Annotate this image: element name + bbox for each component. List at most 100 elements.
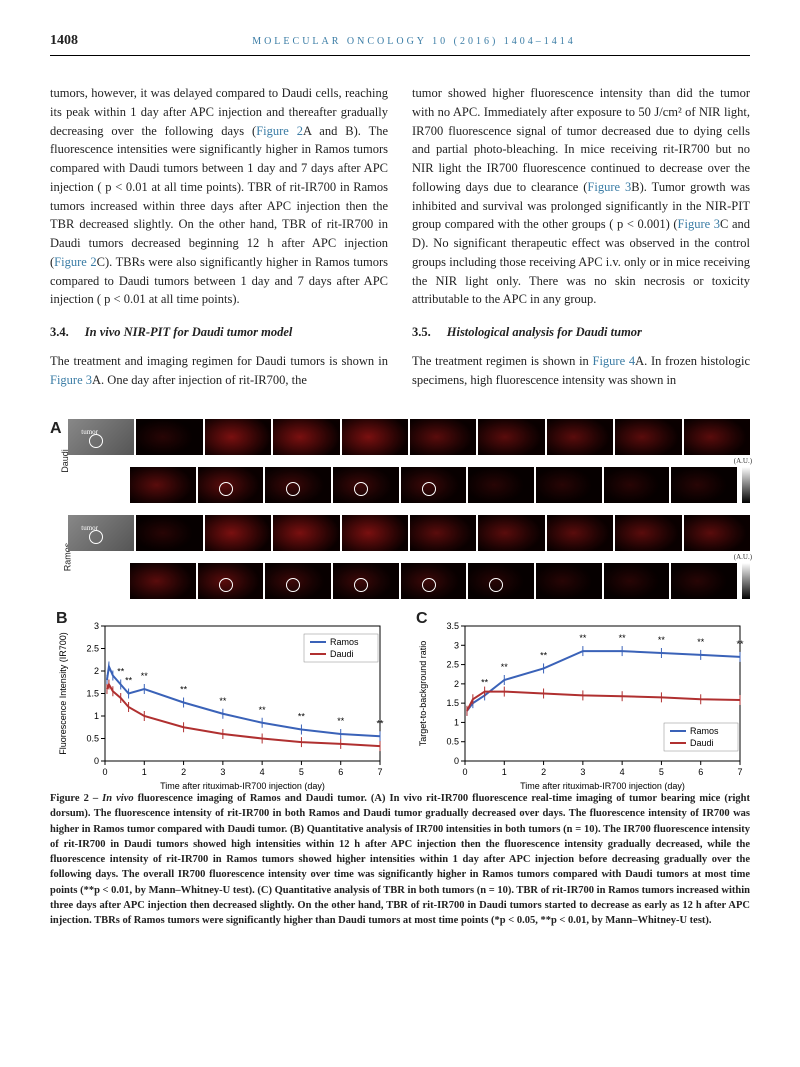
svg-text:0: 0 <box>102 767 107 777</box>
chart-c: C 00.511.522.533.501234567**************… <box>410 611 750 791</box>
left-column: tumors, however, it was delayed compared… <box>50 84 388 401</box>
fluorescence-tile: 6day <box>604 467 670 503</box>
svg-text:1: 1 <box>454 718 459 728</box>
fluorescence-tile: 6hr <box>684 515 750 551</box>
svg-text:Target-to-background ratio: Target-to-background ratio <box>418 641 428 747</box>
svg-text:**: ** <box>141 671 149 681</box>
svg-text:0: 0 <box>454 756 459 766</box>
fluorescence-tile: 5hr <box>615 515 681 551</box>
svg-text:**: ** <box>579 633 587 643</box>
fluorescence-tile: 4hr <box>547 515 613 551</box>
fluorescence-tile: 12hr <box>198 467 264 503</box>
fluorescence-tile: 1hr <box>342 515 408 551</box>
fluorescence-tile: 5day <box>536 563 602 599</box>
para-4: The treatment regimen is shown in Figure… <box>412 352 750 390</box>
fluorescence-tile: 6hr <box>684 419 750 455</box>
fig2a-link[interactable]: Figure 2 <box>256 124 303 138</box>
fluorescence-tile: Immediately after i.v. <box>205 419 271 455</box>
svg-text:0: 0 <box>94 756 99 766</box>
svg-text:3: 3 <box>220 767 225 777</box>
svg-text:**: ** <box>736 639 744 649</box>
text-columns: tumors, however, it was delayed compared… <box>50 84 750 401</box>
svg-text:2: 2 <box>94 666 99 676</box>
fluorescence-tile: 1day <box>265 563 331 599</box>
svg-text:4: 4 <box>260 767 265 777</box>
fluorescence-tile: 2hr <box>410 419 476 455</box>
fluorescence-tile: 9hr <box>130 563 196 599</box>
fluorescence-tile: before i.v. <box>136 419 202 455</box>
chart-b-svg: 00.511.522.5301234567******************T… <box>50 611 390 791</box>
fluorescence-tile: 3day <box>401 467 467 503</box>
svg-text:1: 1 <box>142 767 147 777</box>
svg-text:1.5: 1.5 <box>86 689 99 699</box>
section-3-4-heading: 3.4.In vivo NIR-PIT for Daudi tumor mode… <box>50 323 388 342</box>
figure-caption: Figure 2 – In vivo fluorescence imaging … <box>50 791 750 928</box>
svg-text:**: ** <box>619 633 627 643</box>
fig2c-link[interactable]: Figure 2 <box>54 255 96 269</box>
fluorescence-tile: 1day <box>265 467 331 503</box>
svg-text:0.5: 0.5 <box>446 737 459 747</box>
chart-c-svg: 00.511.522.533.501234567****************… <box>410 611 750 791</box>
strip-row: white image magnifiedtumorbefore i.v.Imm… <box>68 419 750 455</box>
svg-text:2.5: 2.5 <box>446 660 459 670</box>
fluorescence-tile: 5hr <box>615 419 681 455</box>
panel-a-label: A <box>50 417 62 441</box>
fluorescence-tile: 2day <box>333 563 399 599</box>
fluorescence-tile: 1hr <box>342 419 408 455</box>
fig3cd-link[interactable]: Figure 3 <box>678 217 720 231</box>
intensity-colorbar: (A.U.) <box>742 467 750 503</box>
fluorescence-tile: 12hr <box>198 563 264 599</box>
strip-row: white image magnifiedtumorbefore i.v.Imm… <box>68 515 750 551</box>
svg-text:Ramos: Ramos <box>330 637 359 647</box>
svg-text:2: 2 <box>181 767 186 777</box>
fluorescence-tile: 30min <box>273 515 339 551</box>
svg-text:**: ** <box>337 716 345 726</box>
fluorescence-tile: 4day <box>468 467 534 503</box>
fluorescence-tile: before i.v. <box>136 515 202 551</box>
para-3: tumor showed higher fluorescence intensi… <box>412 84 750 309</box>
svg-text:**: ** <box>180 685 188 695</box>
svg-text:**: ** <box>117 667 125 677</box>
section-3-5-heading: 3.5.Histological analysis for Daudi tumo… <box>412 323 750 342</box>
svg-text:**: ** <box>376 719 384 729</box>
svg-text:1: 1 <box>502 767 507 777</box>
svg-text:2: 2 <box>454 679 459 689</box>
chart-b: B 00.511.522.5301234567*****************… <box>50 611 390 791</box>
svg-text:7: 7 <box>737 767 742 777</box>
fig3a-link[interactable]: Figure 3 <box>50 373 92 387</box>
fluorescence-tile: 4day <box>468 563 534 599</box>
fluorescence-tile: 4hr <box>547 419 613 455</box>
svg-text:**: ** <box>481 678 489 688</box>
svg-text:2.5: 2.5 <box>86 644 99 654</box>
charts-row: B 00.511.522.5301234567*****************… <box>50 611 750 791</box>
para-1: tumors, however, it was delayed compared… <box>50 84 388 309</box>
fluorescence-tile: 3hr <box>478 419 544 455</box>
svg-text:**: ** <box>219 696 227 706</box>
fluorescence-tile: 6day <box>604 563 670 599</box>
svg-text:**: ** <box>501 662 509 672</box>
svg-text:**: ** <box>298 712 306 722</box>
panel-a: A Daudiwhite image magnifiedtumorbefore … <box>50 419 750 599</box>
page-header: 1408 MOLECULAR ONCOLOGY 10 (2016) 1404–1… <box>50 30 750 56</box>
fluorescence-tile: 9hr <box>130 467 196 503</box>
fluorescence-tile: Immediately after i.v. <box>205 515 271 551</box>
svg-text:Time after rituximab-IR700 inj: Time after rituximab-IR700 injection (da… <box>160 781 325 791</box>
svg-text:1: 1 <box>94 711 99 721</box>
journal-title: MOLECULAR ONCOLOGY 10 (2016) 1404–1414 <box>78 34 750 49</box>
para-2: The treatment and imaging regimen for Da… <box>50 352 388 390</box>
svg-text:1.5: 1.5 <box>446 698 459 708</box>
fluorescence-tile: 3hr <box>478 515 544 551</box>
strip-row: 9hr12hr1day2day3day4day5day6day7day(A.U.… <box>130 563 750 599</box>
svg-text:0.5: 0.5 <box>86 734 99 744</box>
svg-text:3.5: 3.5 <box>446 621 459 631</box>
svg-text:Time after rituximab-IR700 inj: Time after rituximab-IR700 injection (da… <box>520 781 685 791</box>
fig3b-link[interactable]: Figure 3 <box>587 180 631 194</box>
fluorescence-tile: white image magnifiedtumor <box>68 515 134 551</box>
fig4a-link[interactable]: Figure 4 <box>593 354 636 368</box>
svg-text:Daudi: Daudi <box>330 649 354 659</box>
svg-text:3: 3 <box>580 767 585 777</box>
svg-text:**: ** <box>540 651 548 661</box>
svg-text:5: 5 <box>299 767 304 777</box>
strip-group: Daudiwhite image magnifiedtumorbefore i.… <box>68 419 750 503</box>
svg-text:**: ** <box>259 705 267 715</box>
